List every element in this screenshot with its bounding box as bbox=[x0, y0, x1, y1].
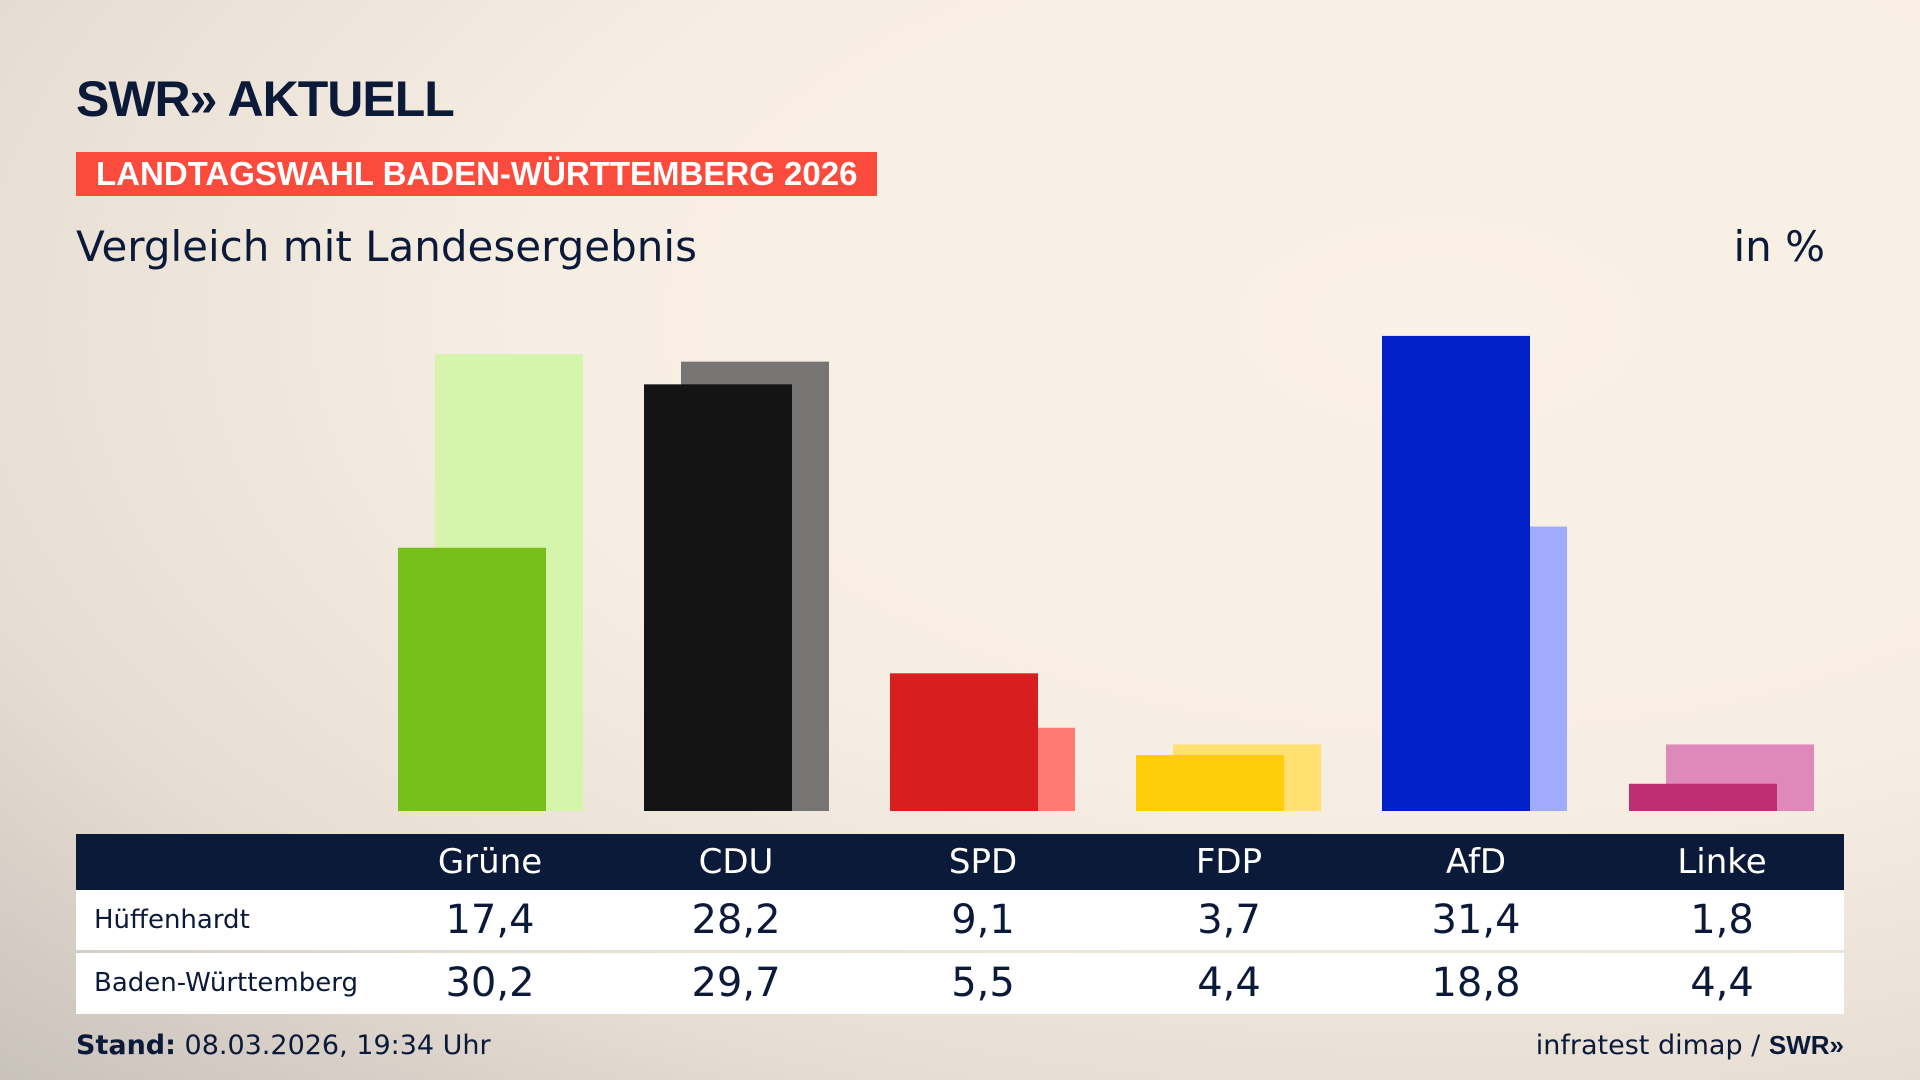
bar-cdu-local bbox=[644, 384, 792, 811]
bar-fdp-local bbox=[1136, 755, 1284, 811]
table-cell: 4,4 bbox=[1690, 960, 1754, 1006]
table-row: Hüffenhardt 17,4 28,2 9,1 3,7 31,4 1,8 bbox=[76, 890, 1844, 950]
column-header: CDU bbox=[698, 842, 774, 882]
table-cell: 31,4 bbox=[1431, 897, 1521, 943]
table-cell: 9,1 bbox=[951, 897, 1015, 943]
bar-linke-local bbox=[1629, 783, 1777, 811]
results-table: Grüne CDU SPD FDP AfD Linke Hüffenhardt 17,4 2… bbox=[76, 834, 1844, 1014]
table-cell: 29,7 bbox=[691, 960, 781, 1006]
table-row: Baden-Württemberg 30,2 29,7 5,5 4,4 18,8 4,4 bbox=[76, 953, 1844, 1014]
table-header: Grüne CDU SPD FDP AfD Linke bbox=[76, 834, 1844, 890]
table-cell: 5,5 bbox=[951, 960, 1015, 1006]
bar-grüne-local bbox=[398, 547, 546, 811]
timestamp: Stand: 08.03.2026, 19:34 Uhr bbox=[76, 1030, 491, 1061]
bar-chart bbox=[398, 335, 1814, 811]
table-cell: 1,8 bbox=[1690, 897, 1754, 943]
column-header: FDP bbox=[1195, 842, 1263, 882]
election-banner: LANDTAGSWAHL BADEN-WÜRTTEMBERG 2026 bbox=[76, 152, 878, 196]
table-cell: 30,2 bbox=[445, 960, 535, 1006]
table-cell: 17,4 bbox=[445, 897, 535, 943]
bar-spd-local bbox=[890, 673, 1038, 811]
bar-afd-local bbox=[1382, 335, 1530, 811]
column-header: AfD bbox=[1445, 842, 1507, 882]
column-header: SPD bbox=[948, 842, 1018, 882]
column-header: Grüne bbox=[437, 842, 543, 882]
swr-logo: SWR» bbox=[1768, 1030, 1844, 1060]
unit-label: in % bbox=[1733, 222, 1825, 271]
table-cell: 28,2 bbox=[691, 897, 781, 943]
table-cell: 18,8 bbox=[1431, 960, 1521, 1006]
chart-subtitle: Vergleich mit Landesergebnis bbox=[76, 222, 697, 271]
swr-aktuell-logo: SWR» AKTUELL bbox=[76, 71, 455, 127]
table-cell: 3,7 bbox=[1197, 897, 1261, 943]
column-header: Linke bbox=[1677, 842, 1767, 882]
table-cell: 4,4 bbox=[1197, 960, 1261, 1006]
row-label: Baden-Württemberg bbox=[94, 968, 358, 998]
row-label: Hüffenhardt bbox=[94, 905, 250, 935]
stand-label: Stand: bbox=[76, 1030, 176, 1061]
source-text: infratest dimap / bbox=[1535, 1030, 1761, 1061]
stand-value: 08.03.2026, 19:34 Uhr bbox=[184, 1030, 491, 1061]
source: infratest dimap / SWR» bbox=[1536, 1030, 1844, 1061]
